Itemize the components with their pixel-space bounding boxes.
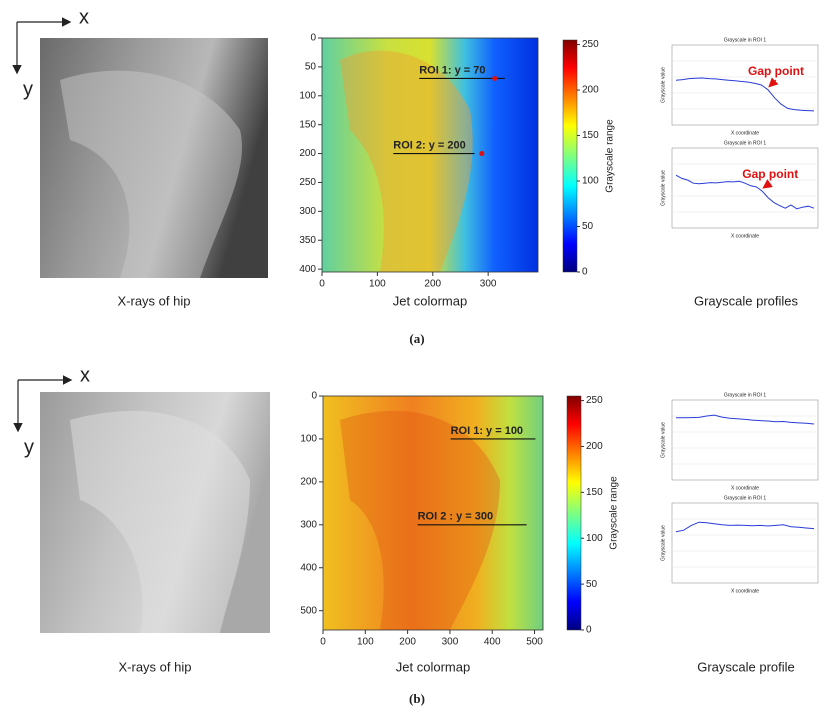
colorbar-tick-label: 250 [582, 39, 599, 50]
axis-label: y [24, 436, 34, 458]
roi-point [479, 151, 484, 156]
profile-xlabel: X coordinate [731, 588, 759, 594]
colorbar-tick-label: 50 [586, 579, 598, 590]
colorbar-tick-label: 250 [586, 395, 603, 406]
x-tick-label: 100 [369, 279, 386, 290]
roi-label: ROI 2: y = 200 [393, 139, 465, 151]
profile-xlabel: X coordinate [731, 485, 759, 491]
caption: Jet colormap [393, 293, 467, 308]
caption: Grayscale profiles [694, 293, 799, 308]
profile-title: Grayscale in ROI 1 [724, 37, 766, 43]
x-tick-label: 200 [424, 279, 441, 290]
annotation: Gap point [742, 167, 798, 181]
y-tick-label: 300 [300, 519, 317, 530]
profile-frame [672, 45, 818, 125]
y-tick-label: 350 [299, 235, 316, 246]
x-tick-label: 300 [480, 279, 497, 290]
caption: X-rays of hip [118, 293, 191, 308]
colorbar-tick-label: 100 [586, 533, 603, 544]
caption: Grayscale profile [697, 659, 795, 674]
axis-label: y [23, 78, 33, 100]
roi-label: ROI 1: y = 70 [419, 64, 485, 76]
profile-title: Grayscale in ROI 1 [724, 140, 766, 146]
colorbar-tick-label: 50 [582, 221, 594, 232]
roi-label: ROI 1: y = 100 [451, 425, 523, 437]
colorbar-tick-label: 0 [582, 267, 588, 278]
roi-point [492, 76, 497, 81]
y-tick-label: 100 [300, 434, 317, 445]
profile-frame [672, 148, 818, 228]
axis-label: x [80, 364, 90, 386]
x-tick-label: 200 [399, 637, 416, 648]
y-tick-label: 100 [299, 90, 316, 101]
x-tick-label: 300 [442, 637, 459, 648]
colorbar-tick-label: 200 [582, 85, 599, 96]
y-tick-label: 50 [305, 62, 317, 73]
panel-label: (a) [409, 331, 424, 346]
y-tick-label: 150 [299, 119, 316, 130]
colorbar-tick-label: 0 [586, 625, 592, 636]
y-tick-label: 0 [311, 391, 317, 402]
colorbar [563, 40, 577, 272]
y-tick-label: 0 [310, 33, 316, 44]
profile-title: Grayscale in ROI 1 [724, 392, 766, 398]
profile-title: Grayscale in ROI 1 [724, 495, 766, 501]
x-tick-label: 0 [319, 279, 325, 290]
profile-ylabel: Grayscale value [660, 170, 666, 206]
caption: Jet colormap [396, 659, 470, 674]
axis-label: x [79, 6, 89, 28]
y-tick-label: 300 [299, 206, 316, 217]
x-tick-label: 400 [484, 637, 501, 648]
profile-ylabel: Grayscale value [660, 67, 666, 103]
profile-ylabel: Grayscale value [660, 422, 666, 458]
y-tick-label: 200 [299, 148, 316, 159]
caption: X-rays of hip [119, 659, 192, 674]
y-tick-label: 200 [300, 477, 317, 488]
colorbar-tick-label: 150 [586, 487, 603, 498]
profile-frame [672, 503, 818, 583]
x-tick-label: 500 [526, 637, 543, 648]
x-tick-label: 0 [320, 637, 326, 648]
y-tick-label: 500 [300, 605, 317, 616]
profile-xlabel: X coordinate [731, 130, 759, 136]
profile-ylabel: Grayscale value [660, 525, 666, 561]
y-tick-label: 400 [300, 562, 317, 573]
x-tick-label: 100 [357, 637, 374, 648]
figure: x y X-rays of hip Jet colormap Grayscale pro… [0, 0, 834, 712]
y-tick-label: 400 [299, 264, 316, 275]
colorbar-tick-label: 200 [586, 441, 603, 452]
colorbar [567, 396, 581, 630]
colorbar-label: Grayscale range [609, 476, 620, 550]
colorbar-label: Grayscale range [605, 119, 616, 193]
y-tick-label: 250 [299, 177, 316, 188]
colorbar-tick-label: 150 [582, 130, 599, 141]
roi-label: ROI 2 : y = 300 [418, 511, 494, 523]
annotation: Gap point [748, 64, 804, 78]
panel-label: (b) [409, 691, 425, 706]
colorbar-tick-label: 100 [582, 176, 599, 187]
profile-xlabel: X coordinate [731, 233, 759, 239]
profile-frame [672, 400, 818, 480]
